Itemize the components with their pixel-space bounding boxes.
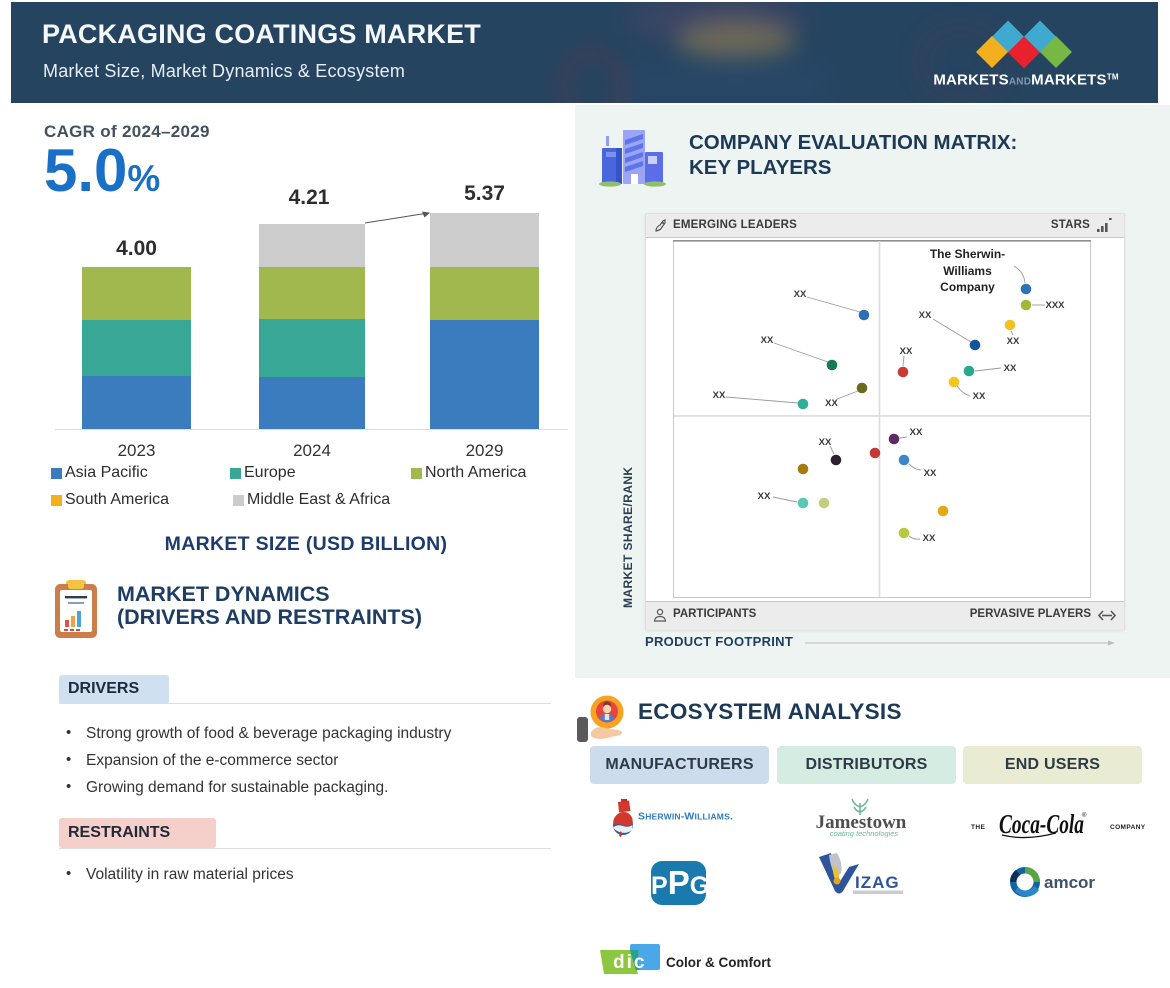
svg-text:®: ®: [1082, 812, 1087, 819]
svg-text:XX: XX: [1004, 363, 1017, 374]
svg-text:Company: Company: [940, 280, 995, 294]
svg-text:coating technologies: coating technologies: [830, 829, 899, 838]
svg-text:The Sherwin-: The Sherwin-: [930, 247, 1005, 261]
svg-text:SHERWIN-WILLIAMS.: SHERWIN-WILLIAMS.: [638, 811, 733, 823]
svg-text:XX: XX: [761, 335, 774, 346]
svg-text:XXX: XXX: [1045, 300, 1065, 311]
svg-text:MARKETSANDMARKETSTM: MARKETSANDMARKETSTM: [933, 72, 1119, 89]
svg-text:Williams: Williams: [943, 264, 992, 278]
svg-text:XX: XX: [758, 491, 771, 502]
svg-text:XX: XX: [973, 391, 986, 402]
svg-text:COMPANY: COMPANY: [1110, 824, 1146, 831]
svg-text:XX: XX: [713, 390, 726, 401]
svg-text:dic: dic: [613, 952, 646, 973]
svg-text:XX: XX: [900, 346, 913, 357]
svg-text:IZAG: IZAG: [855, 873, 900, 892]
svg-text:amcor: amcor: [1044, 873, 1095, 892]
svg-text:Jamestown: Jamestown: [816, 812, 907, 833]
svg-text:XX: XX: [919, 310, 932, 321]
svg-text:XX: XX: [794, 289, 807, 300]
svg-text:XX: XX: [923, 533, 936, 544]
svg-text:XX: XX: [924, 468, 937, 479]
svg-text:XX: XX: [825, 398, 838, 409]
svg-text:Color & Comfort: Color & Comfort: [666, 955, 771, 970]
svg-text:THE: THE: [971, 824, 985, 831]
svg-text:XX: XX: [1007, 336, 1020, 347]
svg-text:Coca-Cola: Coca-Cola: [999, 809, 1084, 839]
svg-text:XX: XX: [819, 437, 832, 448]
svg-text:XX: XX: [910, 427, 923, 438]
